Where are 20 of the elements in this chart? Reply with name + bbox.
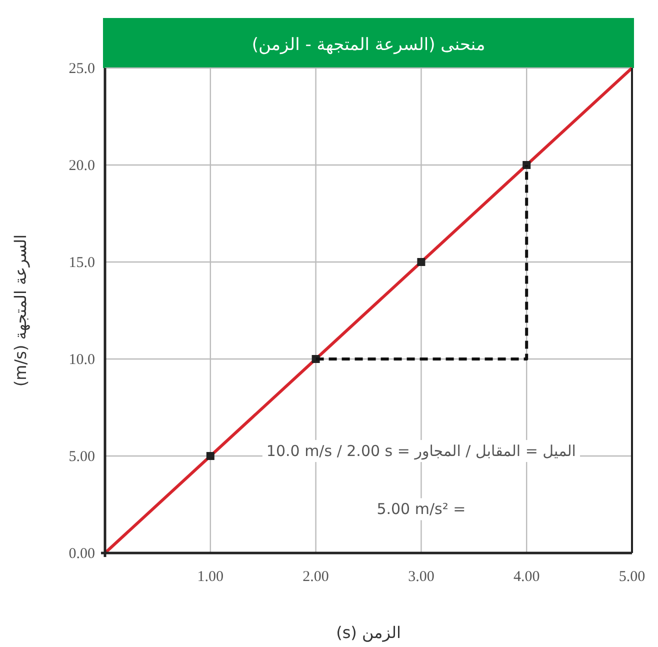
y-tick-label: 20.0 xyxy=(68,158,95,174)
point xyxy=(206,452,214,460)
point xyxy=(522,161,531,169)
x-tick-label: 4.00 xyxy=(513,569,540,585)
y-tick-label: 0.00 xyxy=(68,546,95,562)
line-series xyxy=(104,66,634,554)
annotation: الميل = المقابل / المجاور = 10.0 m/s / 2.00 s xyxy=(266,442,576,460)
point xyxy=(417,258,426,266)
x-axis-title: الزمن (s) xyxy=(336,623,401,642)
y-tick-label: 5.00 xyxy=(68,449,95,465)
y-tick-label: 15.0 xyxy=(68,255,95,271)
y-tick-label: 10.0 xyxy=(68,352,95,368)
chart-title: منحنى (السرعة المتجهة - الزمن) xyxy=(252,35,486,55)
x-tick-label: 3.00 xyxy=(408,569,434,585)
annotation: = 5.00 m/s² xyxy=(376,500,466,518)
x-tick-label: 1.00 xyxy=(197,569,224,585)
y-tick-label: 25.0 xyxy=(68,61,95,77)
x-tick-label: 5.00 xyxy=(618,569,646,585)
y-axis-title: السرعة المتجهة (m/s) xyxy=(11,234,30,387)
x-tick-label: 2.00 xyxy=(302,569,329,585)
